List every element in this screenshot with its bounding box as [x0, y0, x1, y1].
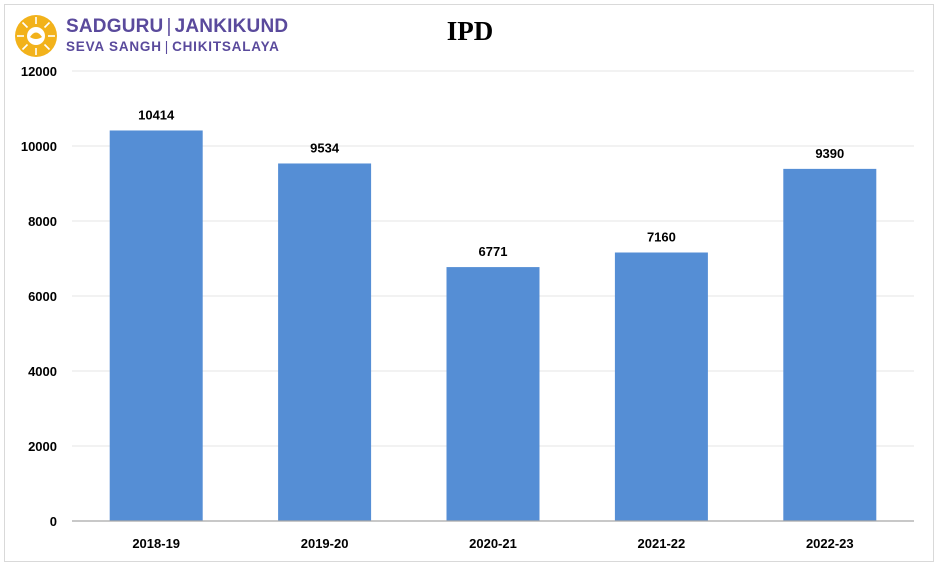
x-tick-label: 2022-23	[806, 536, 854, 551]
y-tick-label: 0	[50, 514, 57, 529]
bar	[783, 168, 877, 521]
y-tick-label: 8000	[28, 214, 57, 229]
sun-emblem-icon	[15, 15, 57, 57]
bar	[614, 252, 708, 521]
data-label: 10414	[138, 107, 175, 122]
y-tick-label: 4000	[28, 364, 57, 379]
logo-text-chikitsalaya: CHIKITSALAYA	[172, 39, 280, 55]
data-label: 6771	[479, 244, 508, 259]
x-tick-label: 2021-22	[638, 536, 686, 551]
y-tick-label: 6000	[28, 289, 57, 304]
logo-separator-2: |	[164, 39, 170, 55]
x-tick-label: 2018-19	[132, 536, 180, 551]
chart-title: IPD	[446, 16, 494, 46]
x-tick-label: 2019-20	[301, 536, 349, 551]
y-tick-label: 2000	[28, 439, 57, 454]
bar	[109, 130, 203, 521]
y-tick-label: 10000	[21, 139, 57, 154]
data-label: 7160	[647, 230, 676, 245]
logo-text-jankikund: JANKIKUND	[174, 16, 289, 38]
organization-logo: SADGURU | JANKIKUND SEVA SANGH | CHIKITSALAY…	[14, 14, 288, 58]
bar	[446, 267, 540, 521]
data-label: 9534	[310, 140, 340, 155]
y-tick-label: 12000	[21, 64, 57, 79]
x-tick-label: 2020-21	[469, 536, 517, 551]
logo-separator: |	[166, 16, 172, 38]
data-label: 9390	[815, 146, 844, 161]
logo-text-sadguru: SADGURU	[66, 16, 164, 38]
logo-text-seva-sangh: SEVA SANGH	[66, 39, 162, 55]
bar	[278, 163, 372, 521]
